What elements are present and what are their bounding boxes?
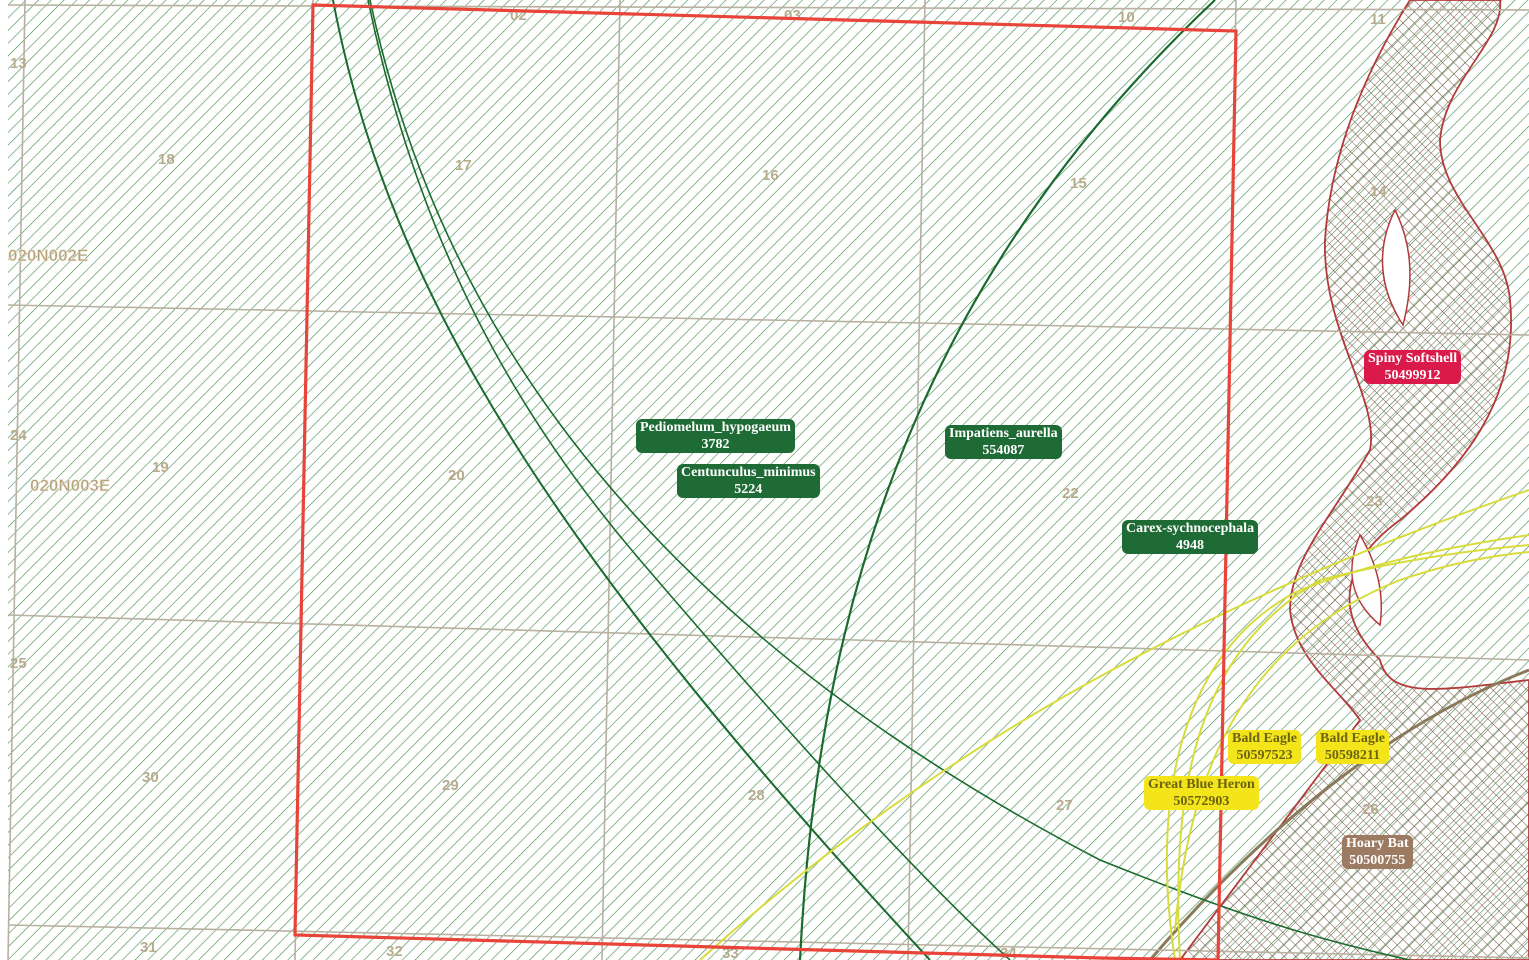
section-number: 14 xyxy=(1370,183,1387,200)
section-number: 28 xyxy=(748,787,765,804)
occurrence-id: 5224 xyxy=(734,482,763,497)
section-number: 29 xyxy=(442,777,459,794)
occurrence-name: Spiny Softshell xyxy=(1368,351,1458,366)
occurrence-name: Impatiens_aurella xyxy=(949,426,1058,441)
occurrence-id: 50500755 xyxy=(1349,853,1406,868)
occurrence-name: Centunculus_minimus xyxy=(681,465,816,480)
plant-buffer-arcs xyxy=(332,0,1411,960)
section-number: 31 xyxy=(140,939,157,956)
study-area-boundary[interactable] xyxy=(293,3,1238,960)
section-number: 27 xyxy=(1056,797,1073,814)
section-number: 03 xyxy=(784,7,801,24)
section-number: 19 xyxy=(152,459,169,476)
occurrence-label-bald-eagle-2[interactable]: Bald Eagle 50598211 xyxy=(1316,730,1389,764)
section-number: 30 xyxy=(142,769,159,786)
section-number: 10 xyxy=(1118,9,1135,26)
section-number: 32 xyxy=(386,943,403,960)
occurrence-label-carex[interactable]: Carex-sychnocephala 4948 xyxy=(1122,520,1259,554)
section-number: 11 xyxy=(1370,11,1386,28)
occurrence-label-centunculus[interactable]: Centunculus_minimus 5224 xyxy=(677,464,820,498)
occurrence-id: 50572903 xyxy=(1173,794,1230,809)
occurrence-name: Pediomelum_hypogaeum xyxy=(640,420,791,435)
occurrence-id: 4948 xyxy=(1176,538,1205,553)
section-number: 18 xyxy=(158,151,175,168)
occurrence-label-hoary-bat[interactable]: Hoary Bat 50500755 xyxy=(1342,835,1413,869)
section-number: 25 xyxy=(10,655,27,672)
occurrence-name: Great Blue Heron xyxy=(1148,777,1255,792)
township-label: 020N002E xyxy=(8,246,88,265)
section-number: 15 xyxy=(1070,175,1087,192)
occurrence-label-great-blue-heron[interactable]: Great Blue Heron 50572903 xyxy=(1144,776,1259,810)
occurrence-label-spiny-softshell[interactable]: Spiny Softshell 50499912 xyxy=(1364,350,1462,384)
bird-buffer-arcs xyxy=(699,489,1529,960)
section-number: 23 xyxy=(1366,493,1383,510)
occurrence-label-bald-eagle-1[interactable]: Bald Eagle 50597523 xyxy=(1228,730,1301,764)
section-number: 26 xyxy=(1362,801,1379,818)
section-number: 13 xyxy=(10,55,27,72)
section-number: 22 xyxy=(1062,485,1079,502)
section-number: 24 xyxy=(10,427,27,444)
township-label: 020N003E xyxy=(30,476,110,495)
section-number: 20 xyxy=(448,467,465,484)
occurrence-name: Bald Eagle xyxy=(1320,731,1385,746)
occurrence-name: Bald Eagle xyxy=(1232,731,1297,746)
occurrence-name: Hoary Bat xyxy=(1346,836,1409,851)
occurrence-id: 50597523 xyxy=(1236,748,1293,763)
section-number: 16 xyxy=(762,167,779,184)
occurrence-label-impatiens[interactable]: Impatiens_aurella 554087 xyxy=(945,425,1062,459)
occurrence-id: 50598211 xyxy=(1324,748,1381,763)
occurrence-id: 50499912 xyxy=(1384,368,1441,383)
occurrence-name: Carex-sychnocephala xyxy=(1126,521,1255,536)
river-floodplain xyxy=(1148,0,1529,960)
occurrence-id: 554087 xyxy=(982,443,1025,458)
occurrence-label-pediomelum[interactable]: Pediomelum_hypogaeum 3782 xyxy=(636,419,795,453)
occurrence-id: 3782 xyxy=(701,437,730,452)
map-left-margin xyxy=(0,0,8,960)
section-number: 17 xyxy=(455,157,472,174)
